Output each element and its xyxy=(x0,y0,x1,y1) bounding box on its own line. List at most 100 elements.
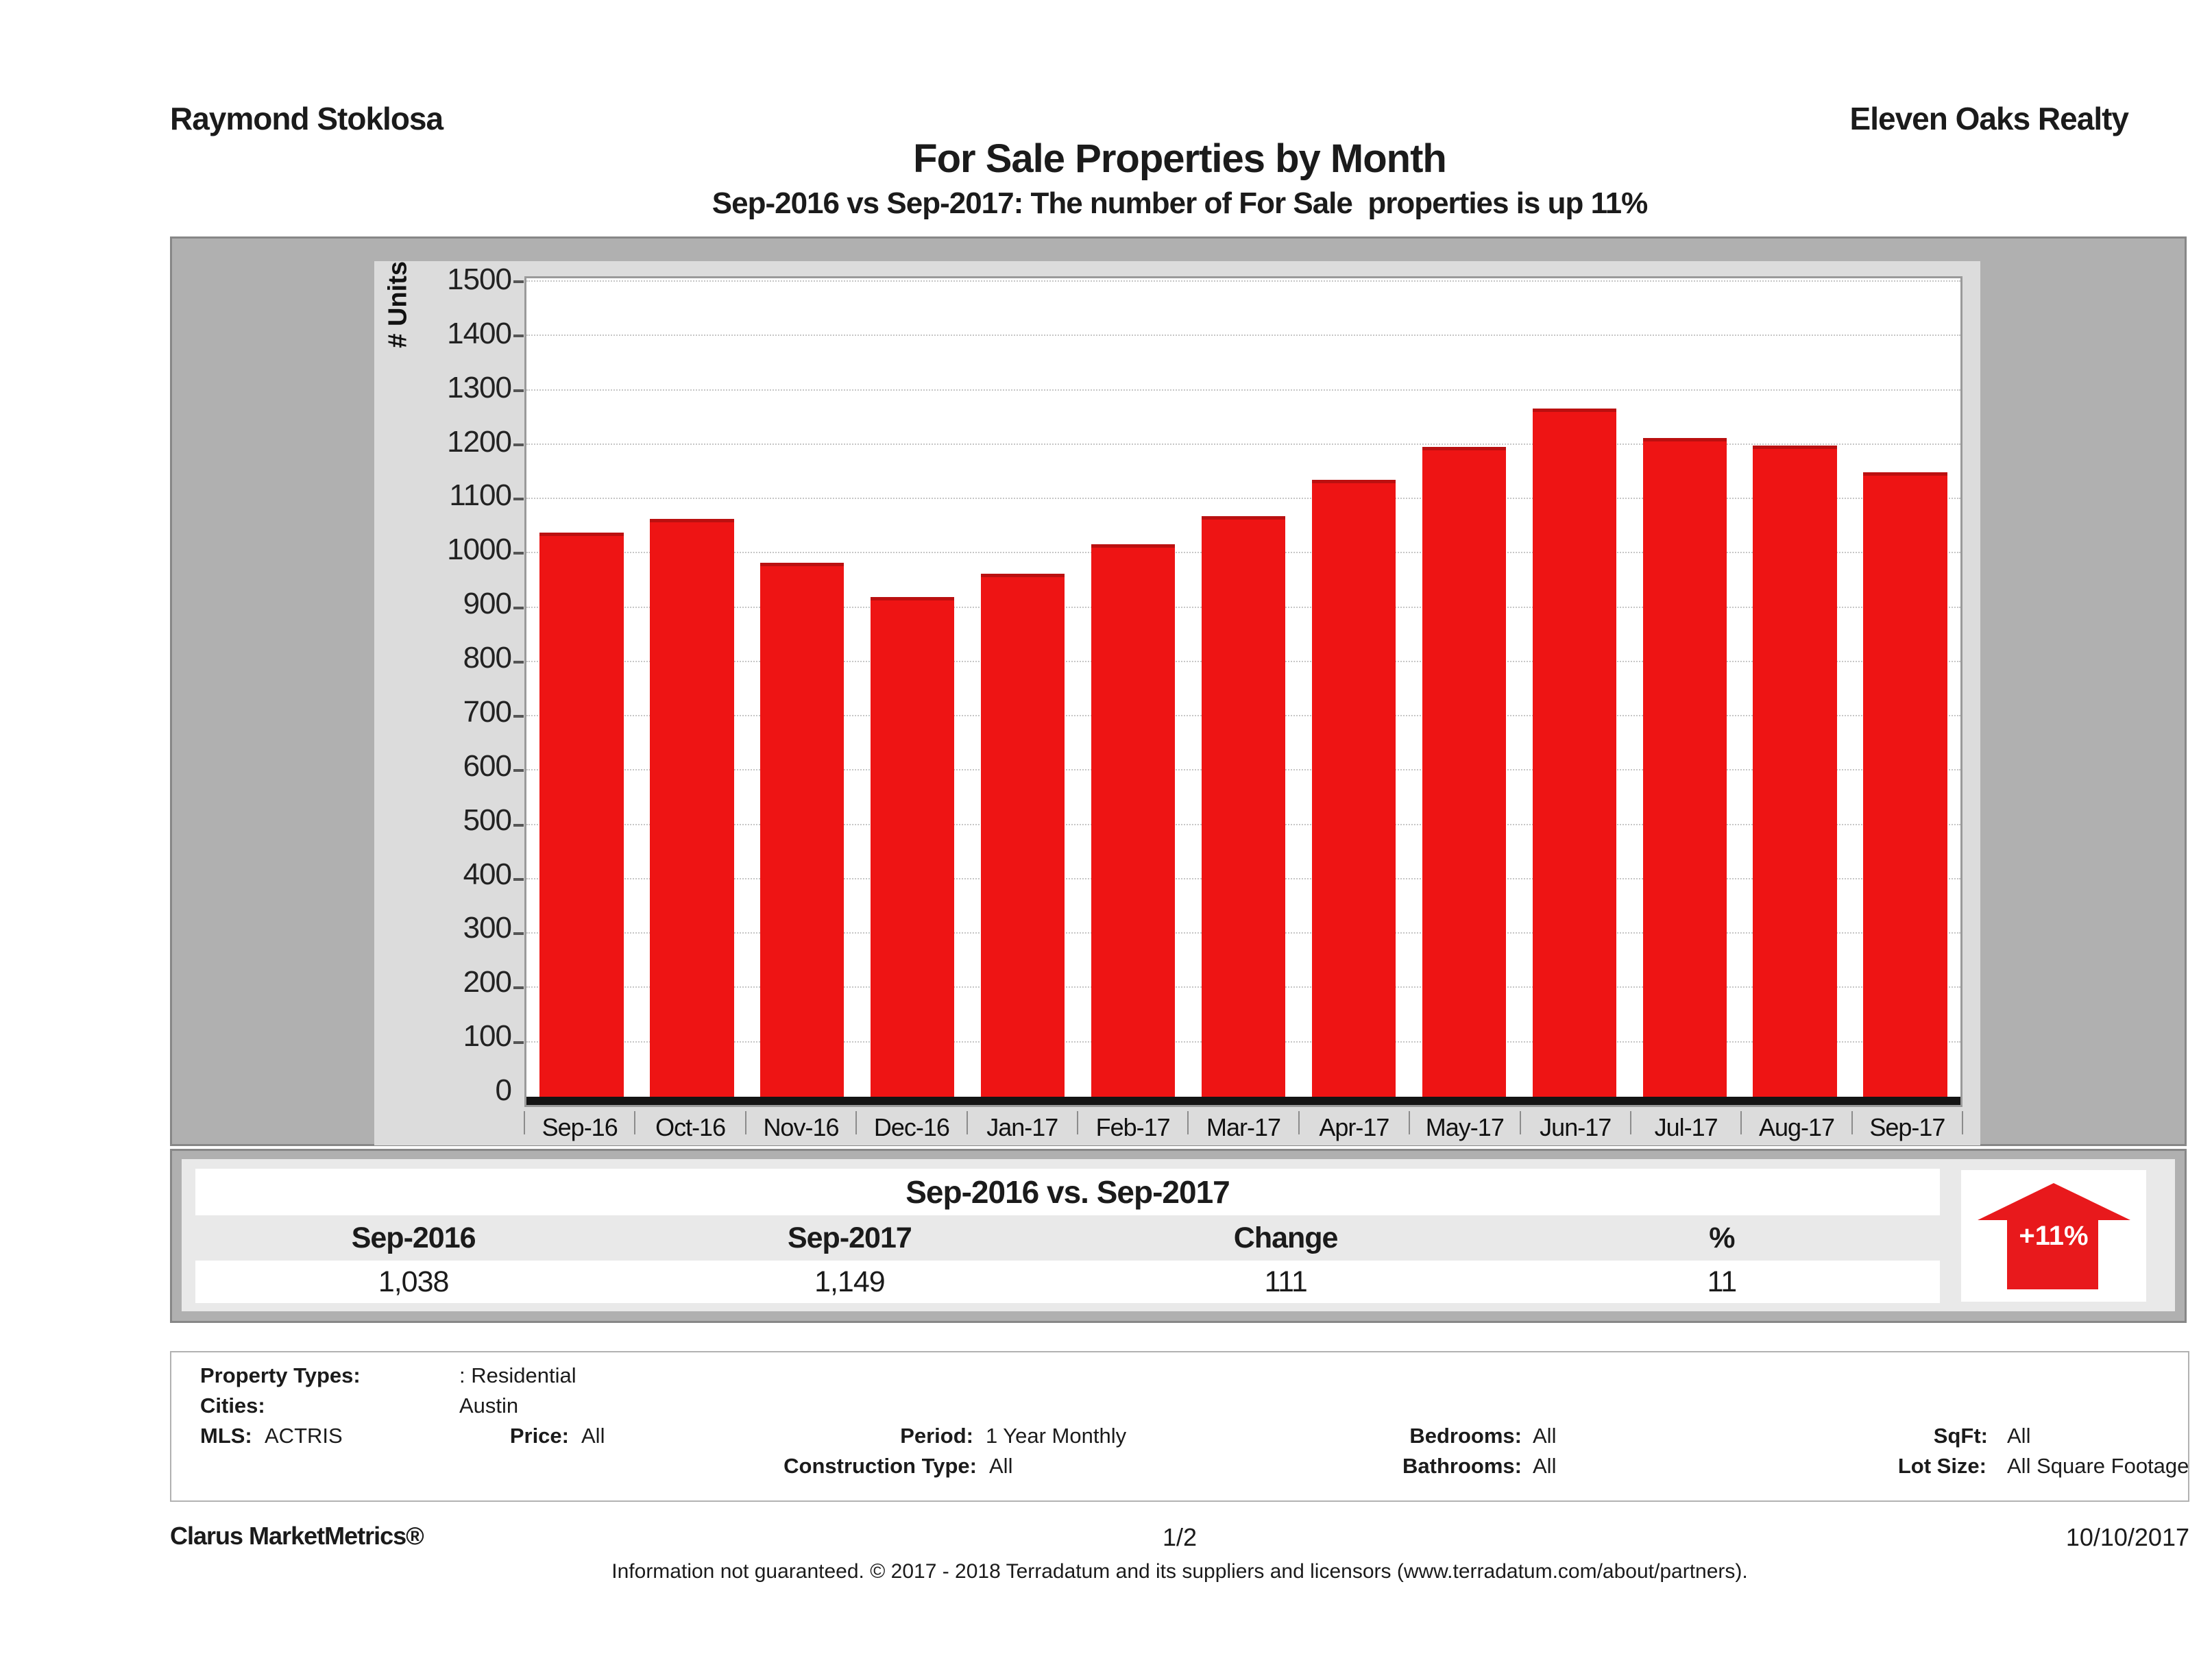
sqft-value: All xyxy=(2007,1424,2031,1448)
bars-layer xyxy=(526,282,1960,1097)
y-tick-label: 300 xyxy=(463,911,512,945)
summary-col-value: 111 xyxy=(1264,1265,1307,1298)
y-tick-label: 400 xyxy=(463,857,512,891)
bar-Jan-17 xyxy=(980,573,1065,1097)
cities-label: Cities: xyxy=(200,1394,265,1418)
x-tick-label: Oct-16 xyxy=(635,1110,747,1145)
mls-label: MLS: xyxy=(200,1424,252,1448)
x-tick-label: Mar-17 xyxy=(1188,1110,1300,1145)
y-tick-label: 1500 xyxy=(447,263,512,296)
bar-May-17 xyxy=(1422,446,1506,1097)
y-tick-label: 1300 xyxy=(447,370,512,404)
bar-slot xyxy=(1078,282,1189,1097)
y-tick-label: 100 xyxy=(463,1019,512,1054)
x-tick-label: Jul-17 xyxy=(1631,1110,1742,1145)
footer-date: 10/10/2017 xyxy=(2065,1523,2189,1551)
x-axis-tick-labels: Sep-16 Oct-16 Nov-16 Dec-16 Jan-17 Feb-17 Mar-… xyxy=(523,1110,1964,1145)
summary-col-value: 11 xyxy=(1707,1265,1738,1298)
bar-slot xyxy=(1519,282,1629,1097)
footer-product-name: Clarus MarketMetrics® xyxy=(170,1522,424,1550)
bar-Nov-16 xyxy=(760,562,844,1097)
bar-Jul-17 xyxy=(1642,438,1727,1097)
y-axis-tick-labels: 0 100 200 300 400 500 600 700 800 900 1000 1100 1200… xyxy=(374,263,512,1107)
gridline xyxy=(513,280,1960,283)
bar-slot xyxy=(1298,282,1409,1097)
construction-type-label: Construction Type: xyxy=(783,1454,977,1478)
footer-disclaimer: Information not guaranteed. © 2017 - 201… xyxy=(611,1560,1748,1583)
x-tick-label: Aug-17 xyxy=(1741,1110,1854,1145)
property-types-label: Property Types: xyxy=(200,1363,361,1387)
bathrooms-value: All xyxy=(1533,1454,1557,1478)
lot-size-label: Lot Size: xyxy=(1897,1454,1986,1478)
bars-row xyxy=(526,282,1960,1097)
change-badge: +11% xyxy=(1961,1170,2146,1302)
summary-table: Sep-2016 vs. Sep-2017 Sep-2016 Sep-2017 Ch… xyxy=(195,1169,1940,1303)
x-tick-label: May-17 xyxy=(1409,1110,1521,1145)
bar-slot xyxy=(1740,282,1850,1097)
x-tick-label: Sep-17 xyxy=(1852,1110,1964,1145)
bar-Dec-16 xyxy=(871,596,955,1097)
summary-col-header: Sep-2017 xyxy=(787,1221,912,1254)
company-name: Eleven Oaks Realty xyxy=(1849,101,2129,136)
x-tick-label: Dec-16 xyxy=(856,1110,968,1145)
summary-inset: Sep-2016 vs. Sep-2017 Sep-2016 Sep-2017 Ch… xyxy=(182,1159,2175,1311)
report-subtitle: Sep-2016 vs Sep-2017: The number of For … xyxy=(712,186,1649,220)
y-tick-label: 1000 xyxy=(447,533,512,567)
y-tick-label: 600 xyxy=(463,749,512,783)
y-tick-label: 200 xyxy=(463,965,512,999)
bar-slot xyxy=(526,282,637,1097)
agent-name: Raymond Stoklosa xyxy=(170,101,443,136)
bar-slot xyxy=(1629,282,1740,1097)
lot-size-value: All Square Footage xyxy=(2007,1454,2189,1478)
bar-slot xyxy=(858,282,968,1097)
y-tick-label: 1400 xyxy=(447,316,512,350)
change-badge-label: +11% xyxy=(2019,1221,2089,1251)
period-value: 1 Year Monthly xyxy=(986,1424,1127,1448)
summary-col-value: 1,149 xyxy=(814,1265,886,1298)
bar-Jun-17 xyxy=(1532,408,1616,1097)
x-tick-label: Jun-17 xyxy=(1520,1110,1632,1145)
plot-area xyxy=(513,276,1962,1107)
y-tick-label: 500 xyxy=(463,803,512,837)
gridline xyxy=(513,335,1960,338)
bar-Mar-17 xyxy=(1201,516,1286,1097)
bar-Apr-17 xyxy=(1311,479,1396,1097)
gridline xyxy=(513,498,1960,501)
summary-table-title: Sep-2016 vs. Sep-2017 xyxy=(195,1169,1940,1215)
summary-col-value: 1,038 xyxy=(378,1265,450,1298)
gridline xyxy=(513,389,1960,392)
bar-slot xyxy=(1409,282,1519,1097)
construction-type-value: All xyxy=(989,1454,1013,1478)
summary-band: Sep-2016 vs. Sep-2017 Sep-2016 Sep-2017 Ch… xyxy=(170,1149,2187,1323)
bar-Aug-17 xyxy=(1753,445,1837,1097)
y-tick-label: 1200 xyxy=(447,424,512,459)
period-label: Period: xyxy=(900,1424,973,1448)
property-types-value: : Residential xyxy=(459,1363,576,1387)
gridline xyxy=(513,443,1960,446)
y-tick-label: 900 xyxy=(463,587,512,621)
bar-slot xyxy=(1189,282,1299,1097)
summary-col-header: Change xyxy=(1233,1221,1339,1254)
bar-slot xyxy=(1850,282,1960,1097)
mls-value: ACTRIS xyxy=(265,1424,343,1448)
bar-slot xyxy=(637,282,747,1097)
summary-table-header-row: Sep-2016 Sep-2017 Change% xyxy=(195,1215,1940,1261)
x-axis-baseline xyxy=(526,1097,1960,1105)
bar-Sep-17 xyxy=(1863,472,1947,1097)
x-tick-label: Feb-17 xyxy=(1078,1110,1189,1145)
sqft-label: SqFt: xyxy=(1933,1424,1988,1448)
bar-slot xyxy=(747,282,858,1097)
bar-Oct-16 xyxy=(650,519,734,1097)
x-tick-label: Apr-17 xyxy=(1299,1110,1411,1145)
x-tick-label: Nov-16 xyxy=(746,1110,858,1145)
bar-Sep-16 xyxy=(539,533,624,1097)
y-tick-label: 800 xyxy=(463,641,512,675)
bedrooms-label: Bedrooms: xyxy=(1409,1424,1522,1448)
cities-value: Austin xyxy=(459,1394,519,1418)
y-tick-label: 700 xyxy=(463,694,512,729)
chart-panel: # Units 0 100 200 300 400 500 600 700 800 900 1000… xyxy=(374,261,1980,1145)
bathrooms-label: Bathrooms: xyxy=(1402,1454,1522,1478)
bar-chart: # Units 0 100 200 300 400 500 600 700 800 900 1000… xyxy=(170,236,2187,1146)
up-arrow-icon xyxy=(1978,1183,2130,1220)
report-title: For Sale Properties by Month xyxy=(913,136,1447,181)
